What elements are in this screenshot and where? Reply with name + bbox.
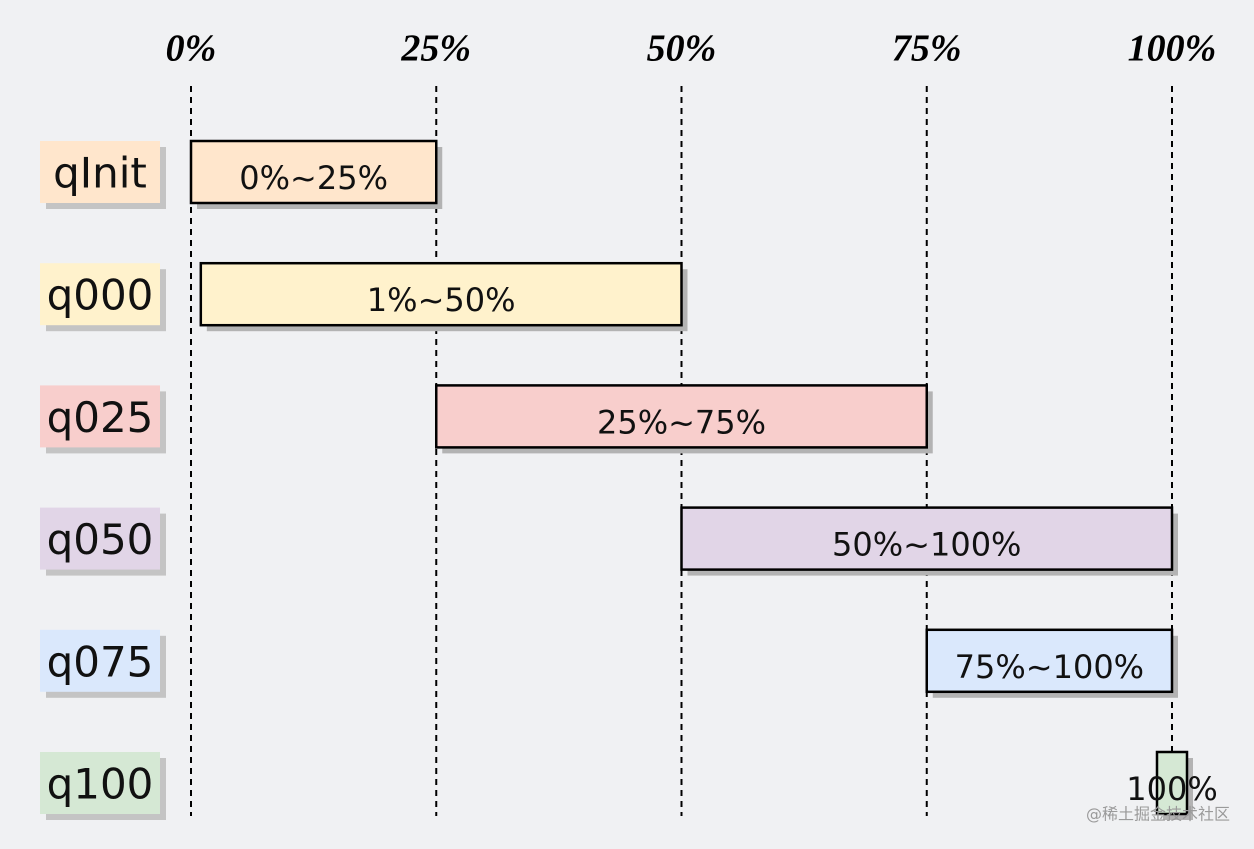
x-tick-label: 75%	[892, 28, 962, 70]
x-tick-label: 100%	[1128, 28, 1217, 70]
category-box	[40, 141, 160, 203]
value-label: 0%~25%	[239, 159, 388, 197]
bar	[189, 139, 438, 205]
bar	[199, 261, 683, 327]
category-box	[40, 385, 160, 448]
x-tick-label: 25%	[400, 28, 471, 70]
watermark: @稀土掘金技术社区	[1086, 805, 1230, 824]
category-label: q100	[47, 760, 154, 809]
value-label: 25%~75%	[597, 403, 766, 441]
category-box	[40, 629, 160, 692]
bar	[1155, 750, 1189, 816]
bar	[435, 384, 928, 449]
bar	[680, 506, 1174, 571]
category-box	[40, 263, 160, 326]
value-label: 100%	[1126, 770, 1217, 808]
category-box	[40, 507, 160, 570]
category-label: qInit	[53, 149, 147, 198]
x-tick-label: 50%	[647, 28, 717, 70]
x-tick-label: 0%	[166, 28, 217, 70]
category-label: q075	[47, 637, 154, 686]
value-label: 50%~100%	[832, 526, 1021, 564]
value-label: 1%~50%	[367, 281, 516, 319]
category-label: q000	[47, 271, 154, 320]
category-label: q050	[47, 515, 154, 564]
bar	[925, 628, 1174, 694]
category-label: q025	[47, 393, 154, 442]
category-box	[40, 752, 160, 814]
value-label: 75%~100%	[955, 648, 1144, 686]
